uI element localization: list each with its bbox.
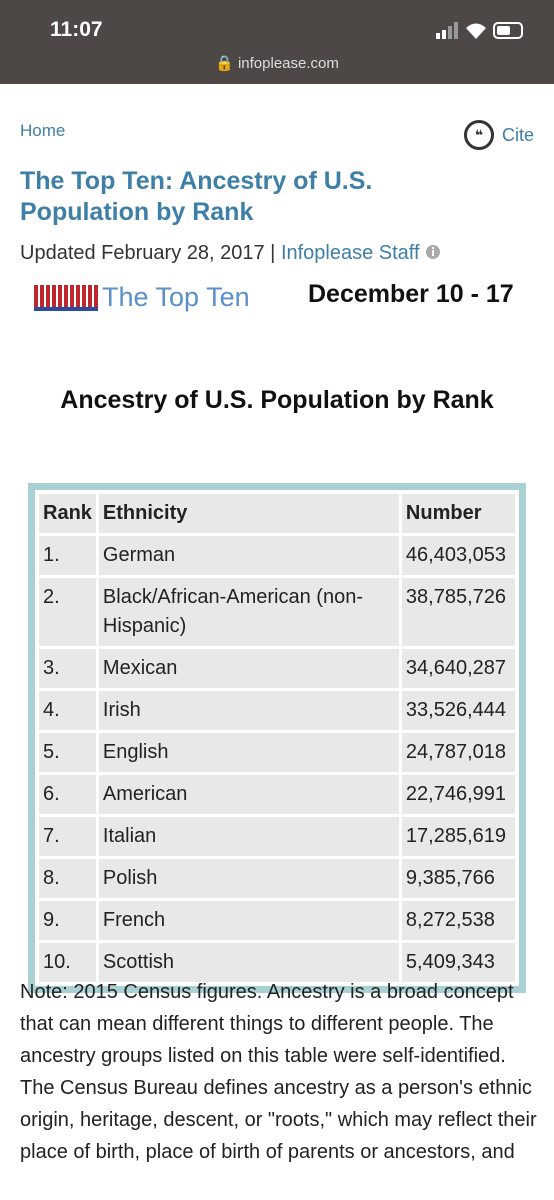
byline: Updated February 28, 2017 | Infoplease S… (20, 242, 441, 265)
table-row: 4. Irish 33,526,444 (39, 691, 515, 730)
url-bar[interactable]: 🔒 infoplease.com (215, 55, 339, 72)
table-cell: 7. (39, 817, 96, 856)
table-row: 9. French 8,272,538 (39, 901, 515, 940)
logo: The Top Ten (34, 282, 250, 313)
table-cell: 17,285,619 (401, 817, 515, 856)
table-cell: Irish (98, 691, 399, 730)
header-cell: Number (401, 494, 515, 533)
cite-icon: ❝ (463, 120, 494, 150)
table-row: 2. Black/African-American (non-Hispanic) 3… (39, 578, 515, 646)
date-range: December 10 - 17 (308, 280, 514, 308)
table-row: 8. Polish 9,385,766 (39, 859, 515, 898)
table-cell: English (98, 733, 399, 772)
table-cell: Scottish (98, 943, 399, 982)
table-cell: 10. (39, 943, 96, 982)
time: 11:07 (50, 18, 103, 41)
article-title: The Top Ten: Ancestry of U.S. Population… (20, 167, 373, 226)
table-cell: French (98, 901, 399, 940)
status-icons (436, 22, 523, 39)
table-cell: 46,403,053 (401, 536, 515, 575)
table-cell: Italian (98, 817, 399, 856)
table-cell: 8,272,538 (401, 901, 515, 940)
table-cell: American (98, 775, 399, 814)
table-cell: 8. (39, 859, 96, 898)
table-row: 5. English 24,787,018 (39, 733, 515, 772)
table-cell: Polish (98, 859, 399, 898)
table-cell: 33,526,444 (401, 691, 515, 730)
table-row: 7. Italian 17,285,619 (39, 817, 515, 856)
note: Note: 2015 Census figures. Ancestry is a… (20, 981, 537, 1163)
table-container: Rank Ethnicity Number 1. German 46,403,053 2.… (28, 483, 526, 993)
table-cell: 6. (39, 775, 96, 814)
table-row: 1. German 46,403,053 (39, 536, 515, 575)
table-cell: 9,385,766 (401, 859, 515, 898)
table-cell: 2. (39, 578, 96, 646)
table-row: 3. Mexican 34,640,287 (39, 649, 515, 688)
table-cell: 5,409,343 (401, 943, 515, 982)
cite-button[interactable]: ❝ Cite (463, 120, 534, 150)
table-cell: 3. (39, 649, 96, 688)
table-cell: 38,785,726 (401, 578, 515, 646)
info-icon[interactable] (425, 243, 441, 259)
logo-graphic (34, 284, 98, 311)
table-cell: 34,640,287 (401, 649, 515, 688)
table-cell: 24,787,018 (401, 733, 515, 772)
table-cell: Black/African-American (non-Hispanic) (98, 578, 399, 646)
table-cell: 1. (39, 536, 96, 575)
table-cell: 4. (39, 691, 96, 730)
table-cell: 9. (39, 901, 96, 940)
breadcrumb[interactable]: Home (20, 121, 66, 140)
header-cell: Rank (39, 494, 96, 533)
cite-label: Cite (501, 124, 534, 145)
table-cell: German (98, 536, 399, 575)
ancestry-table: Rank Ethnicity Number 1. German 46,403,053 2.… (36, 491, 518, 985)
table-cell: 5. (39, 733, 96, 772)
author-link[interactable]: Infoplease Staff (280, 242, 420, 264)
table-cell: 22,746,991 (401, 775, 515, 814)
table-cell: Mexican (98, 649, 399, 688)
updated-date: Updated February 28, 2017 | (20, 242, 276, 264)
logo-text: The Top Ten (102, 282, 250, 312)
table-heading: Ancestry of U.S. Population by Rank (60, 386, 494, 414)
header-cell: Ethnicity (98, 494, 399, 533)
url[interactable]: infoplease.com (237, 55, 339, 72)
status-bar: 11:07 🔒 infoplease.com (0, 0, 554, 84)
header-row: Rank Ethnicity Number (39, 494, 515, 533)
table-row: 10. Scottish 5,409,343 (39, 943, 515, 982)
table-row: 6. American 22,746,991 (39, 775, 515, 814)
